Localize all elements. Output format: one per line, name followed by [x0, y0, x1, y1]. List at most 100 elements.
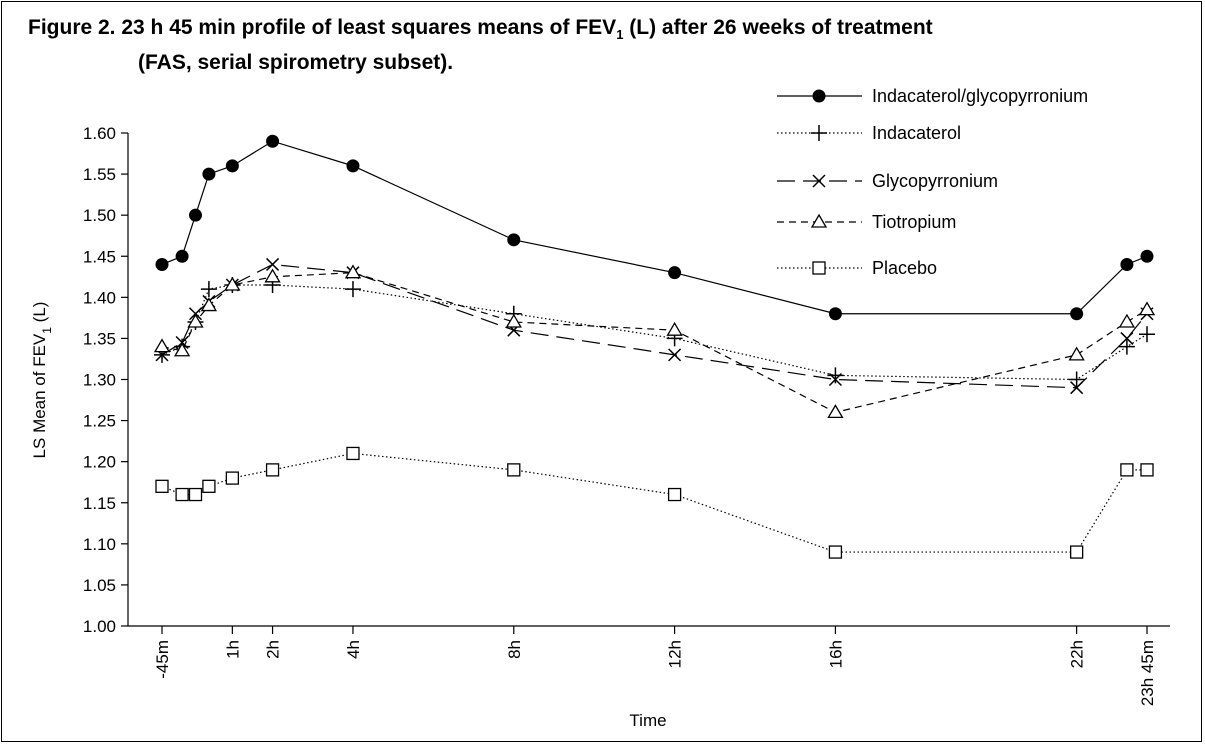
marker-open-square [188, 487, 203, 502]
marker-open-square [1069, 545, 1084, 559]
marker-open-square [667, 487, 682, 502]
marker-open-square [1120, 463, 1134, 477]
legend-label: Glycopyrronium [872, 171, 998, 191]
marker-cross [668, 348, 682, 362]
marker-open-triangle [173, 342, 191, 357]
marker-open-triangle [344, 264, 362, 279]
marker-cross [1070, 381, 1084, 395]
y-tick-label: 1.40 [83, 288, 116, 307]
legend-item: Indacaterol/glycopyrronium [777, 86, 1088, 106]
marker-open-square [175, 487, 189, 502]
marker-open-triangle [505, 313, 522, 328]
marker-open-triangle [264, 268, 281, 283]
marker-open-triangle [810, 213, 828, 228]
marker-open-triangle [187, 313, 204, 328]
marker-filled-circle [189, 208, 203, 222]
y-tick-label: 1.10 [83, 535, 116, 554]
y-tick-label: 1.00 [83, 617, 116, 636]
marker-filled-circle [507, 233, 521, 247]
marker-open-square [828, 545, 843, 559]
marker-filled-circle [175, 249, 189, 263]
marker-open-triangle [666, 321, 683, 336]
marker-filled-circle [202, 167, 216, 181]
marker-filled-circle [266, 134, 280, 148]
marker-plus [1068, 371, 1085, 388]
marker-open-square [202, 479, 216, 493]
y-tick-label: 1.55 [83, 165, 116, 184]
axes: 1.00 1.05 1.10 1.15 1.20 1.25 1.30 1.35 1.40 1.45… [83, 124, 1170, 706]
series-1 [154, 277, 1155, 388]
marker-filled-circle [812, 89, 826, 103]
x-tick-label: 22h [1068, 640, 1087, 668]
marker-plus [1139, 326, 1155, 343]
title-line-2: (FAS, serial spirometry subset). [138, 51, 454, 75]
x-tick-label: 4h [344, 640, 363, 659]
marker-open-square [507, 463, 521, 477]
marker-open-square [812, 261, 826, 275]
marker-open-triangle [1068, 346, 1085, 361]
legend-item: Indacaterol [777, 123, 961, 143]
series-layer [153, 134, 1156, 559]
marker-open-triangle [153, 338, 171, 353]
legend-label: Indacaterol [872, 123, 961, 143]
marker-filled-circle [668, 266, 682, 280]
marker-open-square [265, 463, 280, 477]
y-tick-label: 1.05 [83, 576, 116, 595]
marker-filled-circle [225, 159, 239, 173]
legend-label: Tiotropium [872, 212, 956, 232]
legend: Indacaterol/glycopyrronium Indacaterol Gly… [777, 86, 1088, 278]
series-line [161, 452, 1147, 553]
marker-plus [344, 281, 361, 298]
marker-open-square [155, 479, 169, 493]
marker-open-triangle [827, 404, 844, 419]
marker-cross [266, 257, 280, 271]
x-tick-label: 16h [826, 640, 845, 668]
marker-filled-circle [828, 307, 842, 321]
marker-open-triangle [200, 297, 218, 312]
legend-label: Indacaterol/glycopyrronium [872, 86, 1088, 106]
y-tick-label: 1.15 [83, 494, 116, 513]
legend-item: Glycopyrronium [777, 171, 998, 191]
y-axis-label: LS Mean of FEV1 (L) [30, 302, 54, 459]
marker-open-square [1140, 463, 1154, 477]
x-tick-label: 12h [666, 640, 685, 668]
x-tick-label: 1h [223, 640, 242, 659]
y-tick-label: 1.35 [83, 329, 116, 348]
marker-filled-circle [1140, 249, 1154, 263]
series-0 [155, 134, 1154, 321]
y-tick-label: 1.20 [83, 453, 116, 472]
series-4 [155, 446, 1154, 559]
figure-title: Figure 2. 23 h 45 min profile of least s… [28, 14, 1178, 77]
marker-open-square [346, 446, 360, 461]
marker-filled-circle [1070, 307, 1084, 321]
marker-plus [1118, 338, 1135, 355]
marker-filled-circle [155, 257, 169, 271]
x-tick-label: 8h [505, 640, 524, 659]
marker-plus [200, 281, 217, 298]
y-tick-label: 1.30 [83, 371, 116, 390]
x-tick-label: -45m [153, 640, 172, 679]
marker-cross [812, 174, 826, 188]
x-axis-label: Time [629, 711, 666, 730]
legend-item: Tiotropium [777, 212, 956, 232]
series-line [161, 140, 1148, 315]
marker-open-triangle [1118, 313, 1136, 328]
marker-filled-circle [346, 159, 360, 173]
marker-plus [827, 367, 844, 384]
legend-label: Placebo [872, 258, 937, 278]
marker-cross [828, 372, 842, 387]
title-line-1: Figure 2. 23 h 45 min profile of least s… [28, 16, 933, 43]
series-3 [153, 264, 1156, 419]
marker-open-triangle [224, 276, 241, 291]
marker-open-triangle [1138, 301, 1156, 316]
series-line [161, 284, 1148, 381]
marker-filled-circle [1120, 257, 1134, 271]
x-tick-label: 23h 45m [1138, 640, 1157, 706]
series-line [161, 263, 1148, 389]
marker-open-square [225, 471, 240, 485]
series-line [161, 272, 1148, 414]
y-tick-label: 1.25 [83, 412, 116, 431]
y-tick-label: 1.60 [83, 124, 116, 143]
